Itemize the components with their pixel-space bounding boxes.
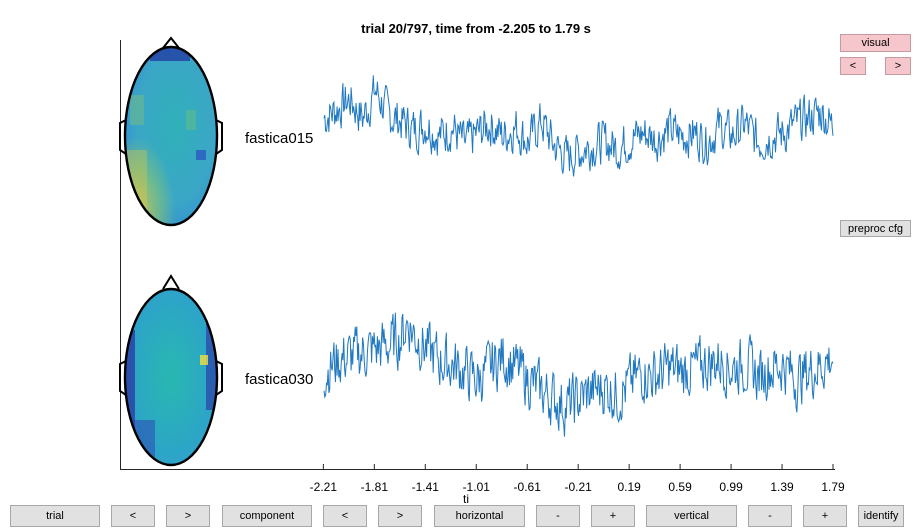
trial-button[interactable]: trial bbox=[10, 505, 100, 527]
channel-label-fastica015: fastica015 bbox=[245, 130, 313, 147]
x-tick-label: -0.21 bbox=[565, 480, 593, 494]
component-button[interactable]: component bbox=[222, 505, 312, 527]
identify-button[interactable]: identify bbox=[858, 505, 904, 527]
head-right-ear-icon bbox=[215, 360, 223, 396]
x-tick-label: 1.39 bbox=[770, 480, 794, 494]
head-right-ear-icon bbox=[215, 119, 223, 155]
vertical-plus-button[interactable]: + bbox=[803, 505, 847, 527]
x-tick-label: -0.61 bbox=[514, 480, 542, 494]
visual-next-button[interactable]: > bbox=[885, 57, 911, 75]
trial-next-button[interactable]: > bbox=[166, 505, 210, 527]
x-tick-label: 0.59 bbox=[668, 480, 692, 494]
x-tick-label: 1.79 bbox=[821, 480, 845, 494]
x-tick-label: -1.41 bbox=[412, 480, 440, 494]
visual-prev-button[interactable]: < bbox=[840, 57, 866, 75]
figure-title: trial 20/797, time from -2.205 to 1.79 s bbox=[361, 21, 591, 36]
component-prev-button[interactable]: < bbox=[323, 505, 367, 527]
x-tick-label: -1.81 bbox=[361, 480, 389, 494]
vertical-button[interactable]: vertical bbox=[646, 505, 737, 527]
x-tick-label: -2.21 bbox=[310, 480, 338, 494]
x-axis-ticks: -2.21 -1.81 -1.41 -1.01 -0.61 -0.21 0.19 0.59 0.… bbox=[310, 464, 845, 494]
x-axis-label-fragment: ti bbox=[463, 492, 469, 506]
head-outline bbox=[123, 287, 219, 467]
x-tick-label: 0.19 bbox=[617, 480, 641, 494]
head-nose-icon bbox=[162, 36, 180, 49]
horizontal-minus-button[interactable]: - bbox=[536, 505, 580, 527]
trial-prev-button[interactable]: < bbox=[111, 505, 155, 527]
x-tick-label: 0.99 bbox=[719, 480, 743, 494]
topoplot-fastica015 bbox=[119, 36, 223, 227]
trace-fastica015 bbox=[323, 75, 834, 177]
trace-fastica030 bbox=[323, 312, 834, 437]
head-left-ear-icon bbox=[119, 119, 127, 155]
head-nose-icon bbox=[162, 274, 180, 290]
head-outline bbox=[123, 45, 219, 227]
preproc-cfg-button[interactable]: preproc cfg bbox=[840, 220, 911, 237]
horizontal-button[interactable]: horizontal bbox=[434, 505, 525, 527]
component-next-button[interactable]: > bbox=[378, 505, 422, 527]
channel-label-fastica030: fastica030 bbox=[245, 371, 313, 388]
vertical-minus-button[interactable]: - bbox=[748, 505, 792, 527]
visual-button[interactable]: visual bbox=[840, 34, 911, 52]
horizontal-plus-button[interactable]: + bbox=[591, 505, 635, 527]
head-left-ear-icon bbox=[119, 360, 127, 396]
x-tick-label: -1.01 bbox=[463, 480, 491, 494]
topoplot-fastica030 bbox=[119, 274, 223, 467]
